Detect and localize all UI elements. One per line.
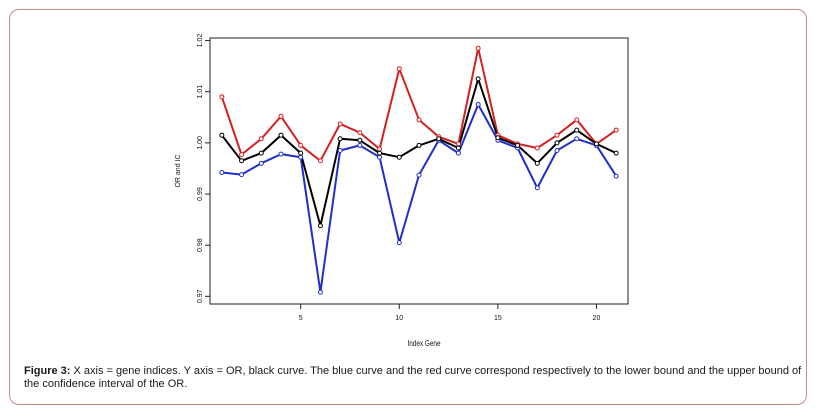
x-tick-label: 10: [395, 315, 403, 322]
or-curve-point: [515, 142, 521, 148]
or-curve-point: [613, 150, 619, 156]
chart-container: 5 10 15 20 0.97 0.98 0.99 1.00 1.01 1.02 Index G…: [175, 34, 629, 348]
x-tick-label: 20: [593, 315, 601, 322]
or-curve-point: [455, 145, 461, 151]
lower-bound-curve-point: [337, 148, 343, 154]
y-tick-label: 1.02: [197, 34, 204, 48]
lower-bound-curve: [221, 103, 618, 294]
y-tick-label: 0.99: [197, 187, 204, 201]
lower-bound-curve-point: [298, 154, 304, 160]
figure-caption: Figure 3: X axis = gene indices. Y axis …: [24, 365, 804, 391]
or-curve-point: [258, 150, 264, 156]
or-curve-point: [495, 135, 501, 141]
lower-bound-curve-point: [554, 148, 560, 154]
upper-bound-curve-point: [219, 94, 225, 100]
y-tick-label: 0.98: [197, 238, 204, 252]
caption-label: Figure 3:: [24, 365, 71, 377]
x-tick-label: 5: [299, 315, 303, 322]
figure-frame: [9, 9, 807, 405]
lower-bound-curve-point: [239, 172, 245, 178]
lower-bound-curve-point: [534, 185, 540, 191]
line-chart: 5 10 15 20 0.97 0.98 0.99 1.00 1.01 1.02 Index G…: [175, 34, 629, 348]
x-axis-label: Index Gene: [407, 338, 440, 348]
lower-bound-curve-point: [258, 160, 264, 166]
lower-bound-curve-point: [396, 240, 402, 246]
lower-bound-curve-point: [219, 170, 225, 176]
or-curve-point: [337, 136, 343, 142]
upper-bound-curve-point: [298, 142, 304, 148]
upper-bound-curve-point: [377, 146, 383, 152]
upper-bound-curve-point: [239, 152, 245, 158]
or-curve-point: [396, 154, 402, 160]
lower-bound-curve-point: [475, 102, 481, 107]
or-curve-point: [298, 150, 304, 156]
plot-area-box: [209, 37, 629, 305]
y-tick-label: 1.00: [197, 136, 204, 150]
or-curve-point: [475, 76, 481, 82]
lower-bound-curve-point: [377, 154, 383, 160]
upper-bound-curve-point: [357, 130, 363, 136]
or-curve-point: [436, 136, 442, 142]
or-curve-point: [574, 127, 580, 133]
upper-bound-curve-point: [475, 45, 481, 51]
upper-bound-curve-point: [278, 113, 284, 119]
upper-bound-curve-point: [258, 136, 264, 142]
upper-bound-curve-point: [396, 66, 402, 72]
or-curve-point: [219, 132, 225, 138]
lower-bound-curve-point: [574, 136, 580, 142]
upper-bound-curve-point: [337, 121, 343, 127]
or-curve-point: [357, 137, 363, 143]
upper-bound-curve-point: [554, 132, 560, 138]
or-curve-point: [554, 140, 560, 146]
lower-bound-curve-point: [278, 151, 284, 157]
upper-bound-curve-point: [317, 158, 323, 164]
upper-bound-curve-point: [613, 127, 619, 133]
lower-bound-curve-point: [357, 142, 363, 148]
upper-bound-curve-point: [416, 117, 422, 123]
upper-bound-curve-point: [455, 141, 461, 147]
or-curve-point: [239, 158, 245, 164]
x-tick-label: 15: [494, 315, 502, 322]
or-curve-point: [377, 150, 383, 156]
lower-bound-curve-point: [613, 173, 619, 179]
upper-bound-curve-point: [574, 117, 580, 123]
series-lines: [220, 47, 618, 294]
y-axis: 0.97 0.98 0.99 1.00 1.01 1.02: [197, 34, 210, 303]
or-curve-point: [278, 132, 284, 138]
caption-text: X axis = gene indices. Y axis = OR, blac…: [24, 365, 802, 390]
lower-bound-curve-point: [455, 150, 461, 156]
or-curve-point: [534, 160, 540, 166]
lower-bound-curve-point: [416, 172, 422, 178]
or-curve-point: [416, 142, 422, 148]
or-curve-point: [593, 141, 599, 147]
upper-bound-curve-point: [534, 145, 540, 151]
y-axis-label: OR and IC: [175, 154, 182, 187]
series-points: [219, 45, 619, 295]
or-curve-point: [317, 223, 323, 229]
y-tick-label: 1.01: [197, 85, 204, 99]
x-axis: 5 10 15 20: [299, 304, 601, 322]
y-tick-label: 0.97: [197, 289, 204, 303]
lower-bound-curve-point: [317, 289, 323, 295]
